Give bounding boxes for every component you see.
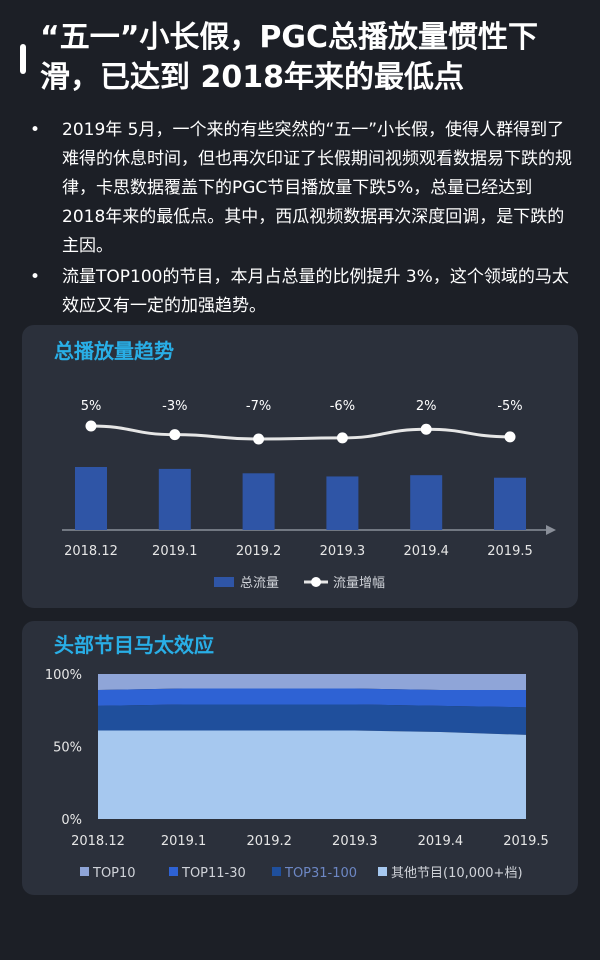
legend-swatch [378,867,387,876]
legend-line-label: 流量增幅 [333,576,385,591]
growth-data-label: -3% [162,399,187,414]
trend-chart: 2018.12 2019.1 2019.2 2019.3 2019.4 2019.5 5% -… [62,399,556,591]
y-tick-label: 100% [45,668,82,683]
legend-label: TOP10 [92,866,136,881]
bullet-item: • 2019年 5月，一个来的有些突然的“五一”小长假，使得人群得到了难得的休息… [30,116,575,261]
x-tick-label: 2019.2 [246,834,292,849]
matthew-panel: 头部节目马太效应 0% 50% 100% 2018.12 2019.1 2019.2 201… [22,621,578,895]
bullet-text: 2019年 5月，一个来的有些突然的“五一”小长假，使得人群得到了难得的休息时间… [62,120,572,256]
bullet-dot-icon: • [30,120,41,140]
growth-data-label: -7% [246,399,271,414]
bullet-text: 流量TOP100的节目，本月占总量的比例提升 3%，这个领域的马太效应又有一定的… [62,267,569,316]
x-tick-label: 2019.3 [332,834,378,849]
legend-label: TOP31-100 [284,866,357,881]
growth-point [169,429,181,441]
x-tick-label: 2018.12 [64,544,118,559]
x-tick-label: 2019.3 [320,544,366,559]
growth-data-label: -5% [497,399,522,414]
x-tick-label: 2019.5 [503,834,549,849]
x-tick-label: 2019.2 [236,544,282,559]
x-tick-label: 2019.1 [152,544,198,559]
bullet-dot-icon: • [30,267,41,287]
area-series [98,704,526,735]
area-series [98,674,526,690]
x-axis-arrow-icon [546,525,556,535]
x-tick-label: 2019.1 [161,834,207,849]
growth-point [85,420,97,432]
matthew-chart-title: 头部节目马太效应 [54,633,214,657]
matthew-chart: 0% 50% 100% 2018.12 2019.1 2019.2 2019.3 2019.4… [45,668,549,881]
bar-total-flow [326,476,359,530]
legend-bar-swatch [214,577,234,587]
page-title: “五一”小长假，PGC总播放量惯性下滑，已达到 2018年来的最低点 [40,20,539,95]
x-tick-label: 2019.4 [418,834,464,849]
y-tick-label: 0% [61,813,82,828]
bullet-item: • 流量TOP100的节目，本月占总量的比例提升 3%，这个领域的马太效应又有一… [30,263,575,321]
bar-total-flow [242,473,275,530]
legend-swatch [272,867,281,876]
bullet-list: • 2019年 5月，一个来的有些突然的“五一”小长假，使得人群得到了难得的休息… [30,116,575,323]
area-series [98,730,526,819]
bar-total-flow [75,467,107,530]
trend-panel: 总播放量趋势 2018.12 2019.1 2019.2 2019.3 2019.4 20… [22,325,578,608]
legend-bar-label: 总流量 [240,576,279,591]
growth-data-label: -6% [330,399,355,414]
legend-swatch [169,867,178,876]
growth-data-label: 5% [81,399,102,414]
legend-label: 其他节目(10,000+档) [391,866,523,881]
y-tick-label: 50% [53,741,82,756]
x-tick-label: 2018.12 [71,834,125,849]
bar-total-flow [158,468,191,530]
bar-total-flow [410,475,443,530]
growth-point [504,431,516,443]
x-tick-label: 2019.5 [487,544,533,559]
growth-point [336,432,348,444]
growth-data-label: 2% [416,399,437,414]
legend-swatch [80,867,89,876]
growth-point [253,433,265,445]
title-accent-bar [20,44,26,74]
trend-chart-title: 总播放量趋势 [54,339,174,363]
growth-line [90,424,511,441]
legend-label: TOP11-30 [181,866,246,881]
growth-point [420,423,432,435]
x-tick-label: 2019.4 [403,544,449,559]
bar-total-flow [494,477,526,530]
legend-line-marker [311,577,321,587]
area-series [98,688,526,708]
